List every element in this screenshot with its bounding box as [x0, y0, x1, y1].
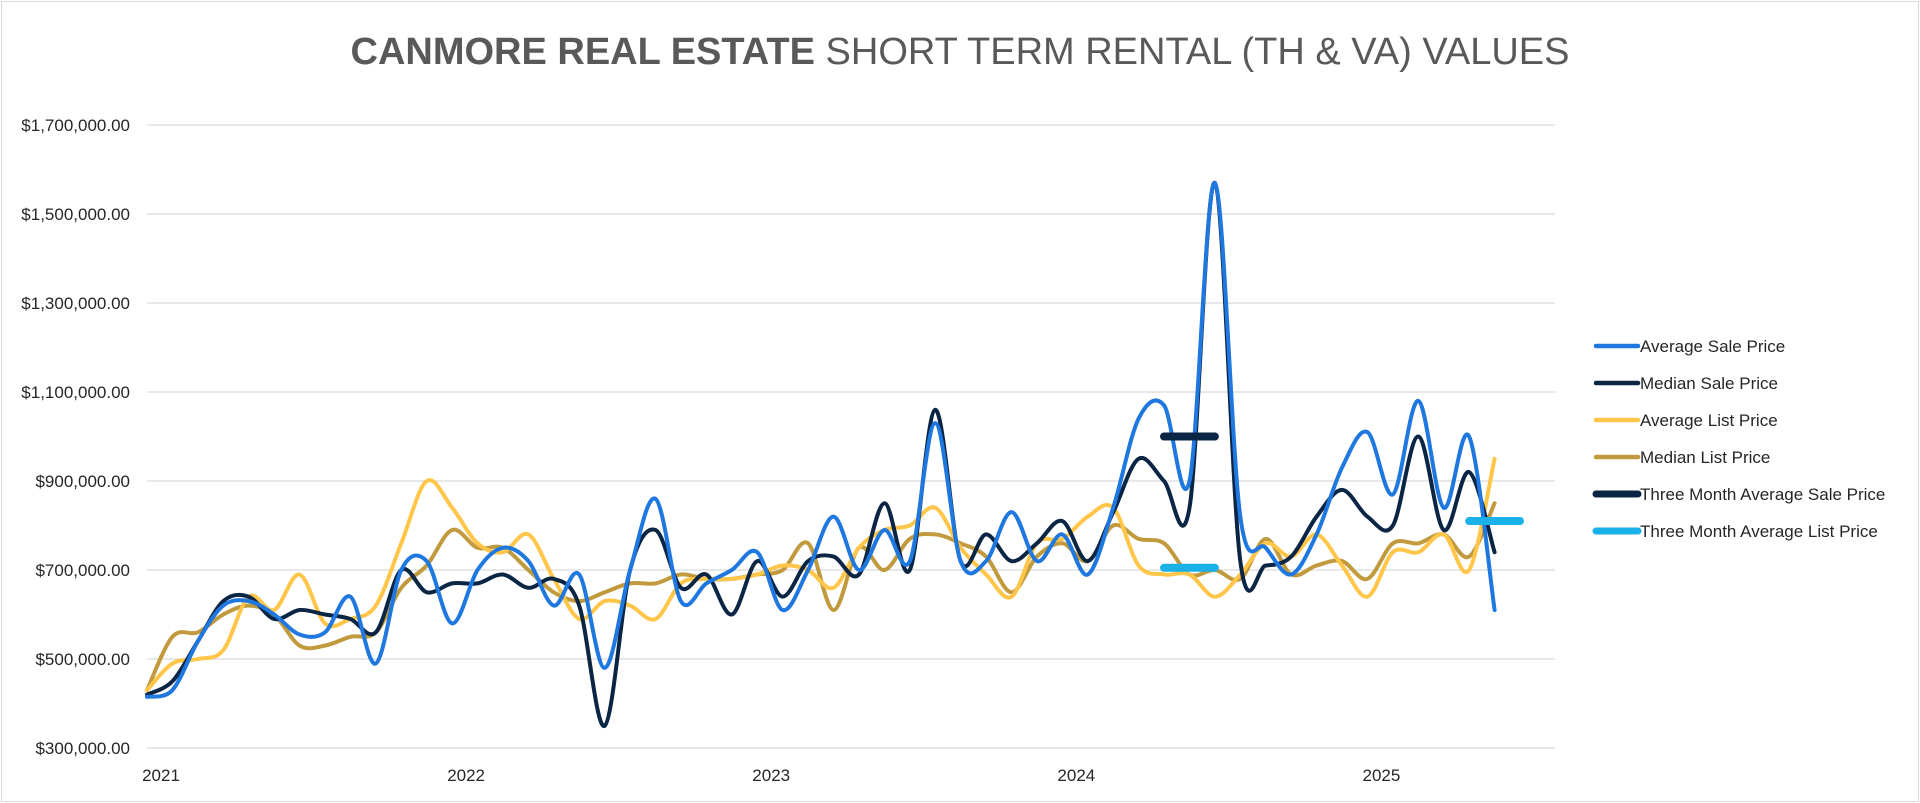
x-tick-label: 2021: [142, 766, 180, 785]
y-tick-label: $500,000.00: [35, 650, 130, 669]
chart-title: CANMORE REAL ESTATE SHORT TERM RENTAL (T…: [351, 31, 1570, 73]
x-axis-tick-labels: 2021 2022 2023 2024 2025: [142, 766, 1400, 785]
x-tick-label: 2025: [1363, 766, 1401, 785]
legend-label: Average List Price: [1640, 411, 1778, 430]
series-line-average-sale-price: [145, 180, 1497, 699]
x-tick-label: 2023: [752, 766, 790, 785]
legend: Average Sale Price Median Sale Price Avera…: [1592, 337, 1885, 541]
y-axis-tick-labels: $300,000.00 $500,000.00 $700,000.00 $900,00…: [21, 116, 130, 758]
y-tick-label: $900,000.00: [35, 472, 130, 491]
gridlines: [147, 124, 1555, 749]
legend-label: Median List Price: [1640, 448, 1770, 467]
y-tick-label: $700,000.00: [35, 561, 130, 580]
series-line-median-sale-price: [145, 180, 1497, 728]
legend-label: Average Sale Price: [1640, 337, 1785, 356]
y-tick-label: $1,700,000.00: [21, 116, 130, 135]
y-tick-label: $1,100,000.00: [21, 383, 130, 402]
x-tick-label: 2022: [447, 766, 485, 785]
chart-title-bold: CANMORE REAL ESTATE: [351, 31, 815, 73]
legend-label: Three Month Average Sale Price: [1640, 485, 1885, 504]
legend-label: Three Month Average List Price: [1640, 522, 1878, 541]
x-tick-label: 2024: [1057, 766, 1095, 785]
legend-label: Median Sale Price: [1640, 374, 1778, 393]
y-tick-label: $1,300,000.00: [21, 294, 130, 313]
y-tick-label: $1,500,000.00: [21, 205, 130, 224]
y-tick-label: $300,000.00: [35, 739, 130, 758]
series-lines: [145, 180, 1524, 728]
series-line-average-list-price: [145, 456, 1497, 693]
chart-title-rest: SHORT TERM RENTAL (TH & VA) VALUES: [815, 31, 1570, 73]
